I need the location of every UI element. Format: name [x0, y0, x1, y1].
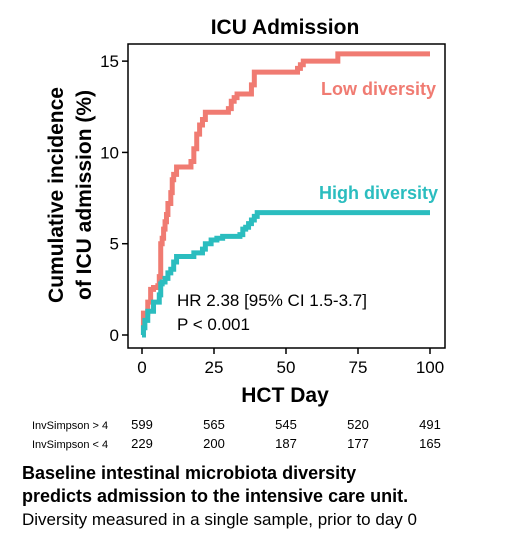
hazard-ratio-annotation: HR 2.38 [95% CI 1.5-3.7]: [177, 291, 367, 310]
figure-caption: Baseline intestinal microbiota diversity…: [22, 462, 517, 531]
series-layer: [140, 51, 430, 338]
risk-count: 229: [131, 436, 153, 451]
risk-count: 187: [275, 436, 297, 451]
risk-row-label: InvSimpson < 4: [32, 439, 108, 451]
x-axis-label: HCT Day: [241, 384, 329, 407]
risk-count: 177: [347, 436, 369, 451]
risk-count: 599: [131, 417, 153, 432]
risk-count: 565: [203, 417, 225, 432]
caption-line-1: Baseline intestinal microbiota diversity: [22, 463, 357, 483]
risk-count: 200: [203, 436, 225, 451]
km-chart: ICU Admission Cumulative incidence of IC…: [32, 16, 446, 451]
x-tick-label: 100: [416, 358, 444, 377]
risk-table: InvSimpson > 4 InvSimpson < 4 599 565 545 5…: [32, 417, 441, 451]
caption-line-2: predicts admission to the intensive care…: [22, 486, 409, 506]
risk-row-label: InvSimpson > 4: [32, 420, 108, 432]
caption-line-3: Diversity measured in a single sample, p…: [22, 510, 417, 529]
x-tick-label: 0: [137, 358, 146, 377]
high-diversity-curve: [140, 210, 430, 338]
risk-count: 520: [347, 417, 369, 432]
p-value-annotation: P < 0.001: [177, 315, 250, 334]
x-tick-label: 75: [349, 358, 368, 377]
risk-count: 545: [275, 417, 297, 432]
y-tick-label: 15: [100, 52, 119, 71]
x-tick-label: 25: [205, 358, 224, 377]
y-axis-label-line1: Cumulative incidence: [45, 87, 68, 303]
y-axis: 0 5 10 15: [100, 52, 128, 345]
x-axis: 0 25 50 75 100: [137, 348, 444, 377]
y-tick-label: 0: [110, 326, 119, 345]
y-tick-label: 5: [110, 235, 119, 254]
risk-count: 491: [419, 417, 441, 432]
series-label-low-diversity: Low diversity: [321, 79, 436, 99]
risk-count: 165: [419, 436, 441, 451]
series-label-high-diversity: High diversity: [319, 183, 438, 203]
y-axis-label-line2: of ICU admission (%): [73, 90, 96, 300]
chart-title: ICU Admission: [211, 16, 360, 39]
y-tick-label: 10: [100, 143, 119, 162]
x-tick-label: 50: [277, 358, 296, 377]
